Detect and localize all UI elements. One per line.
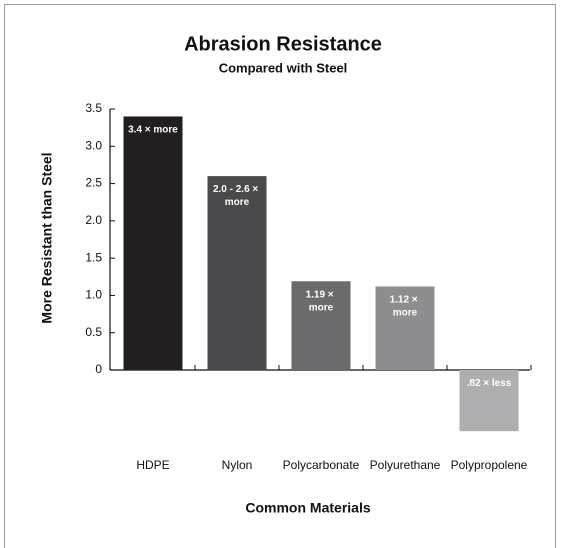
x-tick-label: Polycarbonate [283, 458, 360, 472]
y-tick-label: 3.5 [85, 101, 102, 115]
bar [123, 116, 183, 370]
bar [291, 281, 351, 370]
y-tick-label: 2.5 [85, 176, 102, 190]
value-label: .82 × less [467, 378, 512, 389]
x-axis-title: Common Materials [245, 500, 370, 516]
chart-subtitle: Compared with Steel [219, 60, 348, 75]
frame [4, 4, 556, 548]
y-tick-label: 2.0 [85, 213, 102, 227]
bar [375, 286, 435, 370]
value-label: 1.19 × more [306, 289, 337, 313]
x-tick-label: HDPE [136, 458, 169, 472]
value-label: 2.0 - 2.6 × more [213, 184, 261, 208]
y-axis-title: More Resistant than Steel [39, 152, 55, 323]
bar [207, 176, 267, 370]
value-label: 1.12 × more [390, 294, 421, 318]
y-tick-label: 1.5 [85, 250, 102, 264]
y-tick-label: 0.5 [85, 325, 102, 339]
x-tick-label: Nylon [222, 458, 253, 472]
x-tick-label: Polyurethane [370, 458, 441, 472]
y-tick-label: 0 [95, 362, 102, 376]
y-tick-label: 3.0 [85, 138, 102, 152]
y-tick-label: 1.0 [85, 288, 102, 302]
value-label: 3.4 × more [128, 124, 178, 135]
chart-title: Abrasion Resistance [184, 33, 382, 55]
x-tick-label: Polypropolene [451, 458, 528, 472]
bar [459, 370, 519, 432]
